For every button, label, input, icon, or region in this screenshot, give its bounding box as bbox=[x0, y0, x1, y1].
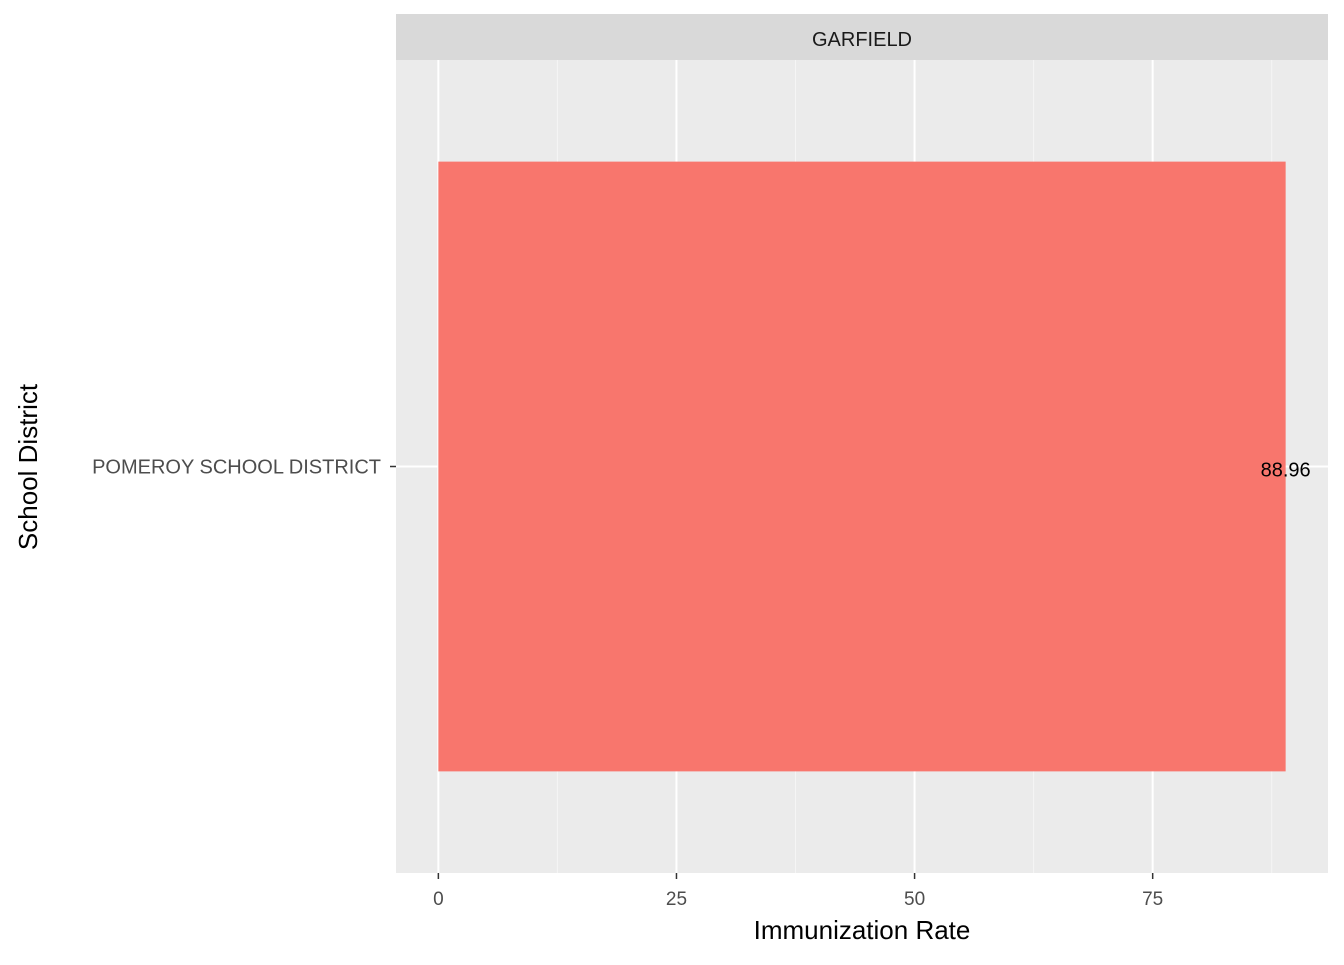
x-tick-label-0: 0 bbox=[433, 889, 444, 910]
bars-group bbox=[438, 161, 1286, 772]
bar-labels-group: 88.96 bbox=[1261, 460, 1311, 482]
y-axis-title: School District bbox=[13, 383, 43, 550]
facet-strip bbox=[396, 14, 1328, 60]
bar-0 bbox=[438, 161, 1286, 772]
x-tick-label-2: 50 bbox=[904, 889, 925, 910]
y-tick-label-0: POMEROY SCHOOL DISTRICT bbox=[92, 457, 381, 479]
facet-strip-label: GARFIELD bbox=[812, 29, 912, 51]
x-tick-label-1: 25 bbox=[666, 889, 687, 910]
y-axis: POMEROY SCHOOL DISTRICT bbox=[92, 457, 396, 479]
x-axis: 0 25 50 75 bbox=[433, 873, 1163, 910]
bar-value-label-0: 88.96 bbox=[1261, 460, 1311, 482]
x-axis-title: Immunization Rate bbox=[754, 915, 971, 945]
x-tick-label-3: 75 bbox=[1142, 889, 1163, 910]
